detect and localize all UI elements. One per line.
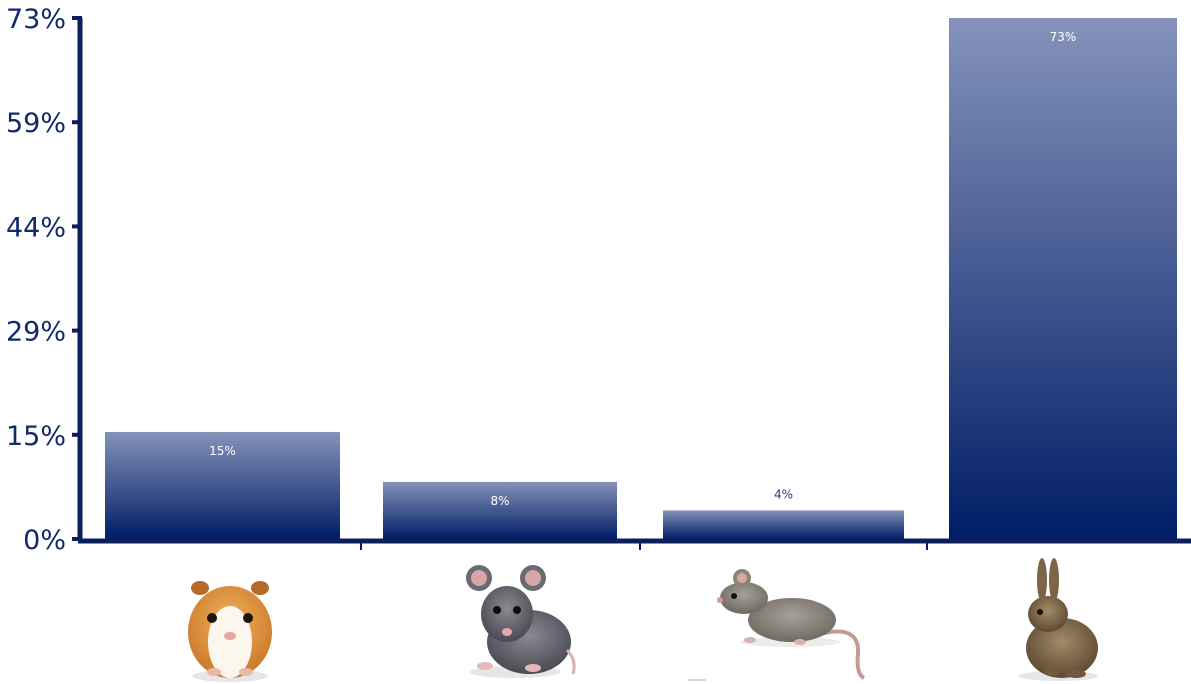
bar-rabbit <box>949 18 1177 539</box>
y-tick-label: 15% <box>6 421 66 452</box>
y-tick-label: 0% <box>23 525 66 556</box>
y-ticks-group: 0% 15% 29% 44% 59% 73% <box>6 4 82 556</box>
image-caption-mark <box>688 679 706 681</box>
rat-image <box>717 569 866 680</box>
data-labels-group: 15% 8% 4% 73% <box>209 30 1076 508</box>
guinea-pig-image <box>188 581 272 682</box>
y-tick-label: 44% <box>6 212 66 243</box>
bar-mouse <box>383 481 617 539</box>
data-label-rat: 4% <box>774 487 793 501</box>
bar-rat <box>663 510 904 539</box>
bar-guinea-pig <box>105 431 340 539</box>
y-tick-label: 73% <box>6 4 66 35</box>
data-label-rabbit: 73% <box>1050 30 1077 44</box>
rabbit-image <box>1018 558 1098 681</box>
mouse-image <box>466 565 576 678</box>
bars-group <box>105 18 1177 539</box>
y-tick-label: 29% <box>6 317 66 348</box>
y-tick-label: 59% <box>6 108 66 139</box>
x-ticks-group <box>360 541 928 550</box>
data-label-guinea-pig: 15% <box>209 444 236 458</box>
data-label-mouse: 8% <box>490 494 509 508</box>
